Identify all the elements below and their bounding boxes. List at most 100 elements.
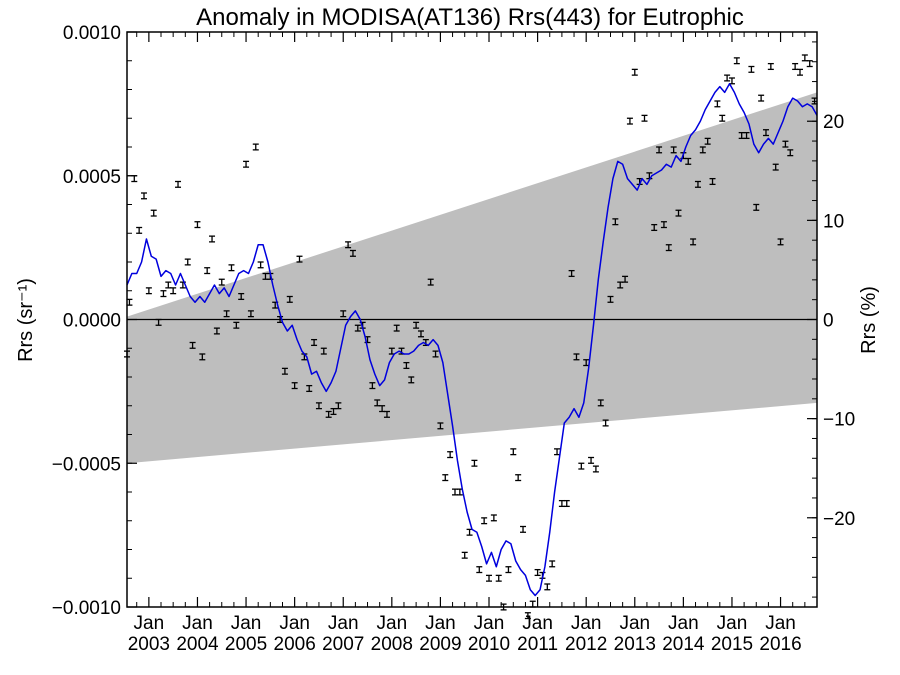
data-point (383, 410, 390, 418)
data-point (651, 223, 658, 232)
data-point (451, 488, 458, 496)
x-tick-month-label: Jan (134, 613, 165, 634)
x-tick-month-label: Jan (619, 613, 650, 634)
data-point (209, 235, 216, 243)
data-point (690, 238, 697, 246)
y-left-tick-label: −0.0005 (52, 454, 121, 475)
x-tick-year-label: 2012 (565, 634, 607, 655)
data-point (782, 140, 789, 148)
x-tick-year-label: 2006 (274, 634, 316, 655)
data-point (626, 117, 633, 125)
y-left-tick-label: 0.0000 (63, 311, 121, 332)
x-tick-month-label: Jan (425, 613, 456, 634)
axes-layer (126, 31, 818, 608)
data-point (709, 177, 716, 186)
data-point (607, 295, 614, 303)
data-point (622, 275, 629, 283)
data-point (170, 287, 177, 295)
x-tick-year-label: 2009 (419, 634, 461, 655)
data-point (641, 114, 648, 122)
data-point (515, 474, 522, 482)
x-tick-year-label: 2010 (468, 634, 510, 655)
data-point (281, 367, 288, 375)
data-point (286, 295, 293, 303)
data-point (432, 350, 439, 358)
data-point (325, 410, 332, 418)
data-point (335, 402, 342, 410)
data-point (704, 137, 711, 145)
data-point (145, 287, 152, 295)
x-tick-month-label: Jan (717, 613, 748, 634)
data-point (520, 525, 527, 533)
data-point (602, 419, 609, 427)
data-point (447, 451, 454, 459)
data-point (427, 278, 434, 286)
smoothed-line-layer (126, 83, 818, 597)
data-point (160, 290, 167, 298)
data-point (806, 60, 813, 68)
data-point (233, 321, 240, 329)
y-left-tick-label: 0.0010 (63, 23, 121, 44)
data-point (247, 310, 254, 318)
data-point (767, 62, 774, 71)
uncertainty-band (127, 92, 817, 464)
data-point (777, 238, 784, 246)
data-point (141, 192, 148, 200)
data-point (413, 321, 420, 329)
y-axis-left-title: Rrs (sr⁻¹) (15, 278, 37, 362)
data-point (568, 269, 575, 278)
data-point (461, 551, 468, 559)
data-point (758, 94, 765, 102)
data-point (471, 459, 478, 467)
x-tick-year-label: 2004 (176, 634, 219, 655)
data-point (801, 54, 808, 62)
data-point (228, 264, 235, 272)
x-tick-year-label: 2007 (322, 634, 364, 655)
data-point (558, 499, 565, 508)
y-left-tick-label: −0.0010 (52, 598, 121, 619)
data-point (131, 175, 138, 183)
y-left-tick-label: 0.0005 (63, 167, 121, 188)
data-point (699, 146, 706, 154)
data-point (743, 131, 750, 140)
data-point (296, 255, 303, 263)
y-right-tick-label: 10 (823, 211, 844, 232)
data-point (194, 221, 201, 229)
x-tick-month-label: Jan (182, 613, 213, 634)
x-tick-month-label: Jan (279, 613, 310, 634)
data-point (345, 241, 352, 249)
data-point (748, 65, 755, 73)
data-point (136, 226, 143, 234)
data-point (505, 566, 512, 574)
x-tick-month-label: Jan (571, 613, 602, 634)
data-point (495, 574, 502, 582)
data-point (665, 244, 672, 252)
x-tick-year-label: 2016 (759, 634, 801, 655)
data-point (238, 292, 245, 301)
data-point (787, 149, 794, 157)
data-point (592, 465, 599, 473)
data-point (340, 310, 347, 318)
data-point (252, 143, 259, 151)
data-point (670, 146, 677, 154)
x-tick-year-label: 2011 (517, 634, 558, 655)
data-point (442, 474, 449, 482)
x-tick-month-label: Jan (474, 613, 505, 634)
x-tick-month-label: Jan (765, 613, 796, 634)
data-point (529, 600, 536, 608)
data-point (199, 353, 206, 361)
data-point (724, 74, 731, 82)
x-tick-month-label: Jan (668, 613, 699, 634)
data-point (534, 568, 541, 577)
data-point (719, 114, 726, 122)
data-point (315, 402, 322, 410)
data-point (184, 258, 191, 266)
data-point (189, 341, 196, 349)
y-right-tick-label: 20 (823, 112, 844, 133)
y-axis-right-title: Rrs (%) (858, 286, 880, 354)
x-tick-year-label: 2015 (711, 634, 753, 655)
data-point (320, 347, 327, 355)
data-point (408, 376, 415, 384)
y-right-tick-label: 0 (823, 311, 834, 332)
